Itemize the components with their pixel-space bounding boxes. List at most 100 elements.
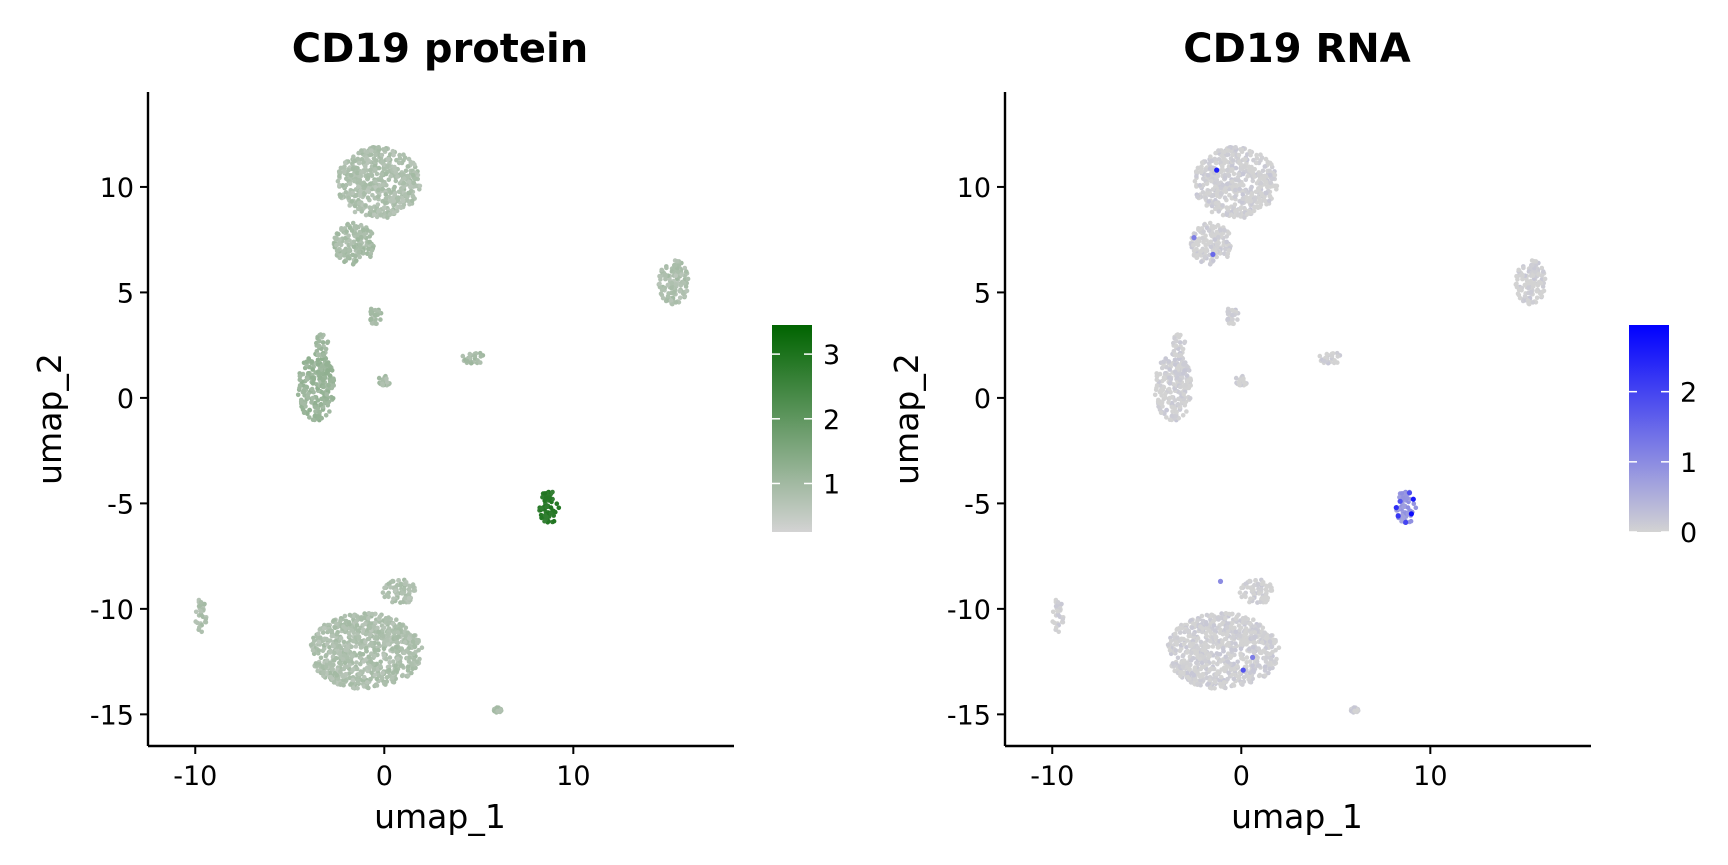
point [1401, 504, 1406, 510]
point [402, 192, 408, 198]
point [1181, 392, 1186, 397]
point [367, 181, 373, 187]
point [307, 415, 312, 420]
point [1167, 395, 1173, 401]
point [1243, 620, 1248, 625]
point [383, 682, 388, 687]
point [381, 205, 387, 210]
point [351, 638, 356, 644]
point [1264, 584, 1270, 590]
point [1212, 686, 1217, 691]
point [297, 373, 303, 379]
point [378, 659, 384, 665]
point [1247, 679, 1253, 685]
point [1060, 619, 1066, 625]
point [380, 634, 386, 639]
point [1244, 655, 1250, 660]
point [667, 277, 672, 282]
point [349, 653, 354, 659]
point [1220, 203, 1225, 208]
point [352, 158, 357, 164]
point [1223, 247, 1228, 252]
point [393, 663, 398, 668]
point [362, 621, 368, 627]
cluster-7 [656, 258, 691, 307]
point [357, 192, 363, 198]
point [1207, 220, 1213, 226]
highlight-point [1210, 251, 1216, 257]
point [374, 171, 380, 177]
point [1246, 646, 1252, 652]
point [390, 679, 396, 685]
point [1199, 164, 1204, 169]
point [1250, 178, 1256, 184]
point [356, 200, 362, 206]
point [412, 176, 418, 182]
point [363, 164, 368, 169]
point [409, 670, 414, 676]
point [1252, 174, 1257, 179]
point [1230, 321, 1235, 326]
point [1211, 666, 1217, 672]
point [364, 649, 369, 654]
point [1191, 242, 1196, 248]
point [1222, 175, 1228, 181]
y-tick-label: 0 [117, 384, 134, 415]
point [399, 623, 405, 629]
point [460, 353, 466, 359]
point [357, 254, 363, 260]
point [376, 647, 381, 653]
point [1262, 164, 1268, 169]
point [380, 186, 386, 192]
point [376, 375, 382, 381]
point [315, 398, 321, 403]
y-tick-label: -10 [947, 595, 991, 626]
point [1399, 491, 1405, 496]
point [399, 172, 405, 178]
point [548, 505, 554, 510]
point [1232, 194, 1238, 199]
point [365, 195, 371, 200]
point [297, 385, 302, 391]
point [193, 619, 198, 624]
point [1243, 177, 1249, 182]
colorbar-tick-label: 1 [823, 469, 840, 500]
point [415, 640, 420, 646]
point [342, 613, 348, 619]
point [1264, 655, 1269, 661]
point [1177, 340, 1183, 345]
point [1231, 171, 1237, 177]
point [372, 163, 378, 169]
point [369, 148, 374, 153]
point [198, 609, 203, 614]
point [1227, 192, 1232, 198]
point [1206, 653, 1211, 659]
point [354, 165, 359, 171]
point [1229, 653, 1234, 659]
cluster-3 [1152, 351, 1194, 423]
highlight-point [1408, 511, 1414, 517]
y-tick-label: 5 [117, 278, 134, 309]
point [381, 625, 387, 631]
point [1241, 376, 1246, 382]
point [1526, 285, 1531, 291]
point [1169, 413, 1175, 419]
point [327, 363, 333, 369]
point [1167, 417, 1173, 423]
point [374, 158, 379, 163]
point [1209, 209, 1215, 215]
point [321, 384, 326, 390]
point [1224, 239, 1229, 245]
colorbar: 1 2 3 [772, 325, 840, 532]
point [1191, 655, 1196, 661]
point [335, 178, 341, 184]
point [395, 174, 400, 179]
point [1263, 659, 1269, 664]
point [673, 273, 679, 279]
point [1177, 377, 1183, 383]
point [352, 178, 357, 184]
point [1251, 157, 1256, 163]
cluster-9 [308, 611, 425, 691]
point [373, 152, 378, 158]
